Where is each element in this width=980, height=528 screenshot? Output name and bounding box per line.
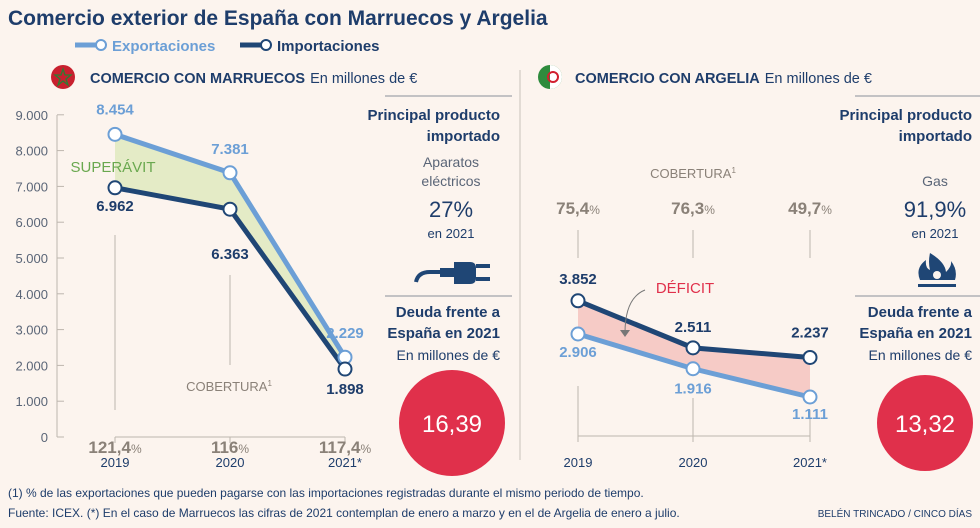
morocco-coverage-label: COBERTURA1	[186, 379, 272, 394]
imports-value-label: 3.852	[559, 271, 597, 288]
gas-flame-icon	[918, 253, 956, 287]
imports-point	[337, 361, 353, 377]
x-tick-label: 2020	[679, 455, 708, 470]
coverage-value: 121,4%	[88, 438, 142, 457]
panel-heading: importado	[899, 128, 972, 145]
exports-value-label: 7.381	[211, 141, 249, 158]
imports-value-label: 1.898	[326, 381, 364, 398]
product-share: 27%	[429, 197, 473, 222]
plug-icon	[414, 262, 490, 284]
algeria-coverage-label: COBERTURA1	[650, 166, 736, 181]
y-tick-label: 4.000	[15, 287, 48, 302]
imports-value-label: 6.363	[211, 246, 249, 263]
y-tick-label: 0	[41, 430, 48, 445]
panel-heading: Principal producto	[367, 107, 500, 124]
x-tick-label: 2021*	[793, 455, 827, 470]
exports-point	[222, 165, 238, 181]
y-tick-label: 5.000	[15, 251, 48, 266]
exports-value-label: 8.454	[96, 101, 134, 118]
product-name: Gas	[922, 173, 948, 189]
y-tick-label: 1.000	[15, 394, 48, 409]
x-tick-label: 2019	[564, 455, 593, 470]
x-tick-label: 2020	[216, 455, 245, 470]
surplus-annotation: SUPERÁVIT	[70, 159, 155, 176]
source: Fuente: ICEX. (*) En el caso de Marrueco…	[8, 506, 680, 520]
exports-value-label: 1.111	[792, 406, 828, 423]
debt-heading: Deuda frente a	[868, 304, 973, 321]
imports-point	[107, 180, 123, 196]
exports-value-label: 2.906	[559, 344, 597, 361]
debt-value: 16,39	[422, 411, 482, 438]
morocco-flag-icon	[51, 65, 75, 89]
debt-heading: España en 2021	[387, 325, 500, 342]
algeria-section-title: COMERCIO CON ARGELIA En millones de €	[575, 71, 872, 87]
debt-unit: En millones de €	[396, 347, 500, 363]
imports-value-label: 6.962	[96, 198, 134, 215]
imports-point	[802, 349, 818, 365]
legend: Exportaciones Importaciones	[75, 38, 380, 55]
imports-value-label: 2.511	[675, 319, 712, 336]
debt-circle	[399, 370, 505, 476]
y-tick-label: 2.000	[15, 358, 48, 373]
imports-point	[222, 201, 238, 217]
legend-imports-label: Importaciones	[277, 38, 380, 55]
surplus-area	[115, 134, 345, 370]
exports-point	[570, 326, 586, 342]
algeria-panel: Principal producto importado Gas 91,9% e…	[839, 95, 980, 471]
y-tick-label: 3.000	[15, 323, 48, 338]
y-tick-label: 7.000	[15, 179, 48, 194]
x-tick-label: 2021*	[328, 455, 362, 470]
deficit-arrow-icon	[624, 289, 646, 334]
exports-point	[802, 389, 818, 405]
exports-point	[685, 361, 701, 377]
exports-value-label: 2.229	[326, 325, 364, 342]
y-tick-label: 8.000	[15, 144, 48, 159]
footnote: (1) % de las exportaciones que pueden pa…	[8, 486, 644, 500]
y-tick-label: 6.000	[15, 215, 48, 230]
y-tick-label: 9.000	[15, 108, 48, 123]
panel-heading: importado	[427, 128, 500, 145]
product-name: eléctricos	[421, 173, 480, 189]
coverage-value: 116%	[211, 438, 249, 457]
debt-unit: En millones de €	[868, 347, 972, 363]
debt-heading: Deuda frente a	[396, 304, 501, 321]
imports-point	[570, 293, 586, 309]
product-year: en 2021	[912, 226, 959, 241]
product-year: en 2021	[428, 226, 475, 241]
panel-heading: Principal producto	[839, 107, 972, 124]
coverage-value: 75,4%	[556, 199, 600, 218]
x-tick-label: 2019	[101, 455, 130, 470]
morocco-panel: Principal producto importado Aparatos el…	[367, 95, 512, 476]
imports-value-label: 2.237	[791, 324, 829, 341]
exports-point	[107, 126, 123, 142]
product-share: 91,9%	[904, 197, 966, 222]
debt-heading: España en 2021	[859, 325, 972, 342]
product-name: Aparatos	[423, 154, 479, 170]
algeria-flag-icon	[538, 65, 562, 89]
morocco-section-title: COMERCIO CON MARRUECOS En millones de €	[90, 71, 417, 87]
credit: BELÉN TRINCADO / CINCO DÍAS	[818, 507, 973, 520]
coverage-value: 76,3%	[671, 199, 715, 218]
debt-circle	[877, 375, 973, 471]
debt-value: 13,32	[895, 411, 955, 438]
coverage-value: 49,7%	[788, 199, 832, 218]
exports-value-label: 1.916	[674, 381, 712, 398]
coverage-value: 117,4%	[319, 438, 372, 457]
legend-exports-label: Exportaciones	[112, 38, 215, 55]
deficit-annotation: DÉFICIT	[656, 280, 714, 297]
imports-point	[685, 340, 701, 356]
page-title: Comercio exterior de España con Marrueco…	[8, 7, 548, 30]
